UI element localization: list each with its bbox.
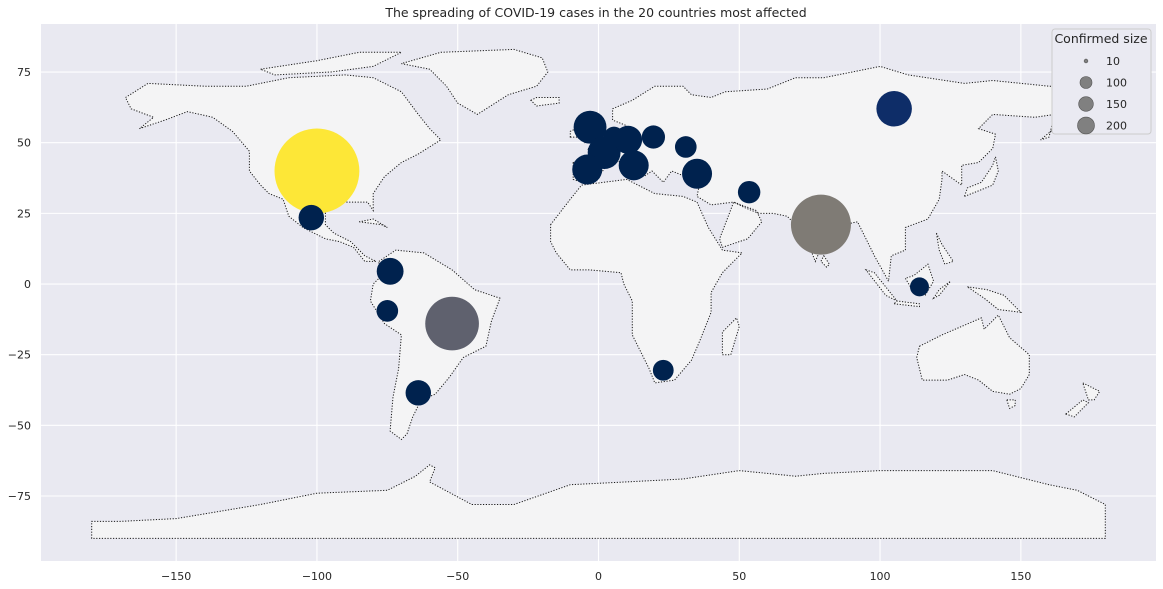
landmass-sulawesi — [932, 280, 951, 300]
country-bubbles — [274, 91, 929, 406]
country-bubble — [652, 359, 674, 381]
landmass-eurasia — [572, 65, 1106, 283]
x-tick-label: 100 — [870, 570, 891, 583]
landmass-japan — [963, 154, 999, 198]
country-bubble — [425, 296, 479, 351]
y-tick-label: −75 — [8, 490, 31, 503]
y-tick-label: 25 — [17, 207, 31, 220]
country-bubble — [737, 180, 761, 204]
x-tick-label: −50 — [446, 570, 469, 583]
world-landmass — [91, 48, 1106, 539]
country-bubble — [674, 136, 697, 158]
landmass-south-america — [369, 249, 501, 441]
legend-marker — [1083, 58, 1089, 64]
country-bubble — [376, 300, 399, 322]
landmass-antarctica — [91, 464, 1106, 539]
landmass-tasmania — [1006, 399, 1016, 410]
legend-marker — [1078, 96, 1094, 112]
landmass-cuba — [359, 218, 388, 228]
y-tick-label: −50 — [8, 419, 31, 432]
y-tick-label: 50 — [17, 137, 31, 150]
country-bubble — [641, 125, 666, 149]
chart-title: The spreading of COVID-19 cases in the 2… — [384, 5, 806, 20]
country-bubble — [682, 158, 713, 189]
legend-marker — [1077, 116, 1095, 135]
legend-marker — [1079, 76, 1093, 89]
y-axis-ticks: 75 50 25 0 −25 −50 −75 — [8, 66, 31, 503]
landmass-arctic-islands — [258, 51, 402, 76]
x-tick-label: 0 — [595, 570, 602, 583]
country-bubble — [909, 277, 929, 297]
x-tick-label: 50 — [732, 570, 746, 583]
landmass-africa — [550, 178, 744, 384]
landmass-new-zealand — [1081, 381, 1101, 401]
country-bubble — [405, 380, 432, 406]
landmass-sri-lanka — [820, 254, 831, 268]
x-tick-label: −150 — [161, 570, 191, 583]
country-bubble — [573, 110, 607, 144]
country-bubble — [618, 150, 649, 181]
country-bubble — [603, 126, 625, 148]
landmass-new-guinea — [967, 286, 1023, 313]
legend-label: 100 — [1106, 77, 1127, 90]
landmass-madagascar — [721, 316, 740, 356]
landmass-greenland — [401, 48, 549, 115]
country-bubble — [274, 128, 360, 214]
country-bubble — [572, 154, 603, 185]
landmass-java — [892, 300, 920, 308]
country-bubble — [376, 257, 404, 285]
landmass-australia — [916, 314, 1030, 395]
country-bubble — [790, 194, 851, 255]
y-tick-label: 0 — [24, 278, 31, 291]
legend-label: 150 — [1106, 98, 1127, 111]
x-tick-label: −100 — [302, 570, 332, 583]
chart-legend: Confirmed size 10 100 150 200 — [1051, 28, 1152, 135]
y-tick-label: 75 — [17, 66, 31, 79]
x-tick-label: 150 — [1010, 570, 1031, 583]
x-axis-ticks: −150 −100 −50 0 50 100 150 — [161, 570, 1031, 583]
landmass-philippines — [935, 232, 955, 265]
country-bubble — [876, 91, 912, 127]
y-tick-label: −25 — [8, 349, 31, 362]
landmass-new-zealand-south — [1064, 399, 1090, 418]
landmass-iceland — [530, 97, 560, 107]
country-bubble — [298, 204, 325, 231]
legend-label: 200 — [1106, 120, 1127, 133]
legend-title: Confirmed size — [1054, 31, 1147, 46]
legend-label: 10 — [1106, 55, 1120, 68]
legend-box — [1051, 28, 1152, 135]
